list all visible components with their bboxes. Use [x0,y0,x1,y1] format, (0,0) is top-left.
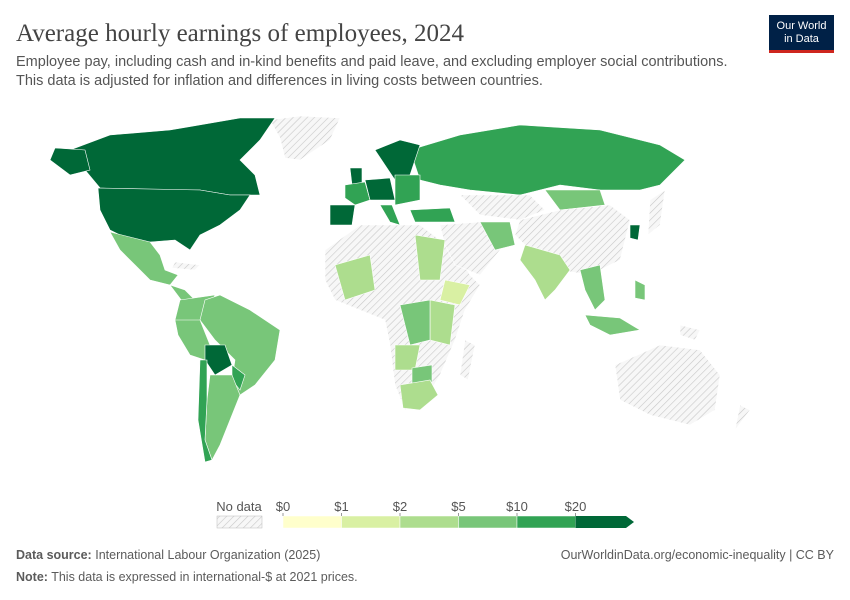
legend: No data $0 $1 $2 $5 $10 $20 [216,499,634,529]
country[interactable] [409,207,456,223]
country[interactable] [49,147,91,176]
legend-label: $0 [276,499,290,514]
country[interactable] [379,204,401,226]
note-text: This data is expressed in international-… [51,570,357,584]
legend-label: No data [216,499,262,514]
country[interactable] [459,194,546,221]
country[interactable] [629,224,641,241]
legend-swatch [516,515,576,529]
credit[interactable]: OurWorldinData.org/economic-inequality |… [561,548,835,562]
country[interactable] [269,115,341,161]
legend-swatch [575,516,634,528]
note: Note: This data is expressed in internat… [16,570,358,584]
country[interactable] [197,359,213,463]
note-label: Note: [16,570,48,584]
legend-label: $20 [565,499,587,514]
country[interactable] [479,221,516,251]
title: Average hourly earnings of employees, 20… [16,20,465,47]
country[interactable] [647,189,666,236]
logo[interactable]: Our World in Data [769,15,834,53]
country[interactable] [679,324,701,341]
country[interactable] [734,404,751,431]
legend-swatch [282,515,342,529]
logo-box [769,15,834,50]
source-text: International Labour Organization (2025) [95,548,320,562]
logo-text: Our World [777,20,827,32]
legend-label: $5 [451,499,465,514]
world-map [49,115,751,463]
country[interactable] [614,344,721,426]
country[interactable] [394,174,421,206]
source: Data source: International Labour Organi… [16,548,320,562]
country[interactable] [411,364,433,385]
country[interactable] [97,187,251,251]
country[interactable] [329,204,356,226]
country[interactable] [69,117,276,196]
legend-swatch [216,515,263,529]
country[interactable] [344,181,371,206]
country[interactable] [109,231,179,286]
country[interactable] [414,234,446,281]
legend-label: $10 [506,499,528,514]
legend-label: $1 [334,499,348,514]
country[interactable] [364,177,396,201]
country[interactable] [204,374,241,461]
legend-swatch [341,515,401,529]
country[interactable] [519,244,571,301]
country[interactable] [579,264,606,311]
country[interactable] [544,189,606,211]
country[interactable] [204,344,233,376]
legend-swatch [458,515,518,529]
country[interactable] [409,124,686,196]
country[interactable] [459,339,476,381]
logo-text: in Data [784,33,820,45]
source-label: Data source: [16,548,92,562]
country[interactable] [399,299,431,346]
country[interactable] [334,254,376,301]
logo-underline [769,50,834,53]
country[interactable] [374,139,421,181]
country[interactable] [399,379,439,411]
country[interactable] [171,261,201,271]
country[interactable] [584,314,641,336]
legend-swatch [399,515,459,529]
subtitle: This data is adjusted for inflation and … [16,73,543,89]
country[interactable] [439,279,471,306]
subtitle: Employee pay, including cash and in-kind… [16,54,727,70]
legend-label: $2 [393,499,407,514]
country[interactable] [634,279,646,301]
